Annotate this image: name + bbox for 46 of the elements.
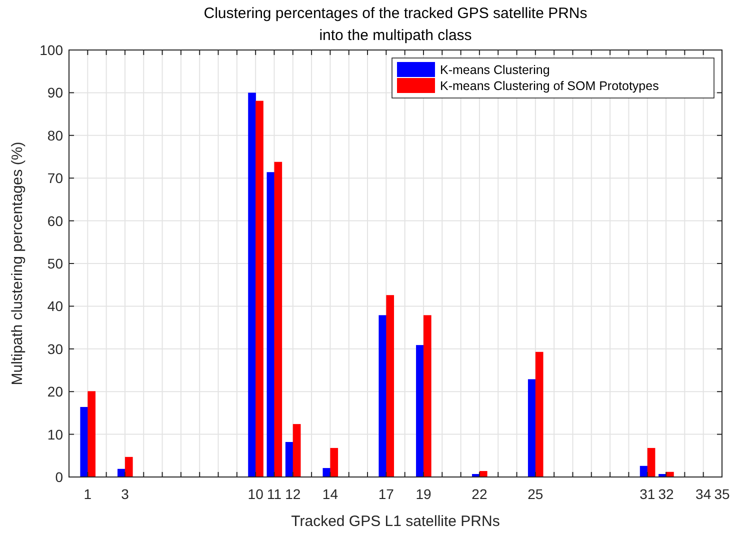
bar [292, 424, 301, 477]
x-tick-label: 17 [378, 486, 394, 502]
bar [378, 315, 387, 477]
bar [285, 442, 294, 477]
y-tick-label: 60 [47, 212, 64, 229]
x-tick-label: 14 [322, 486, 338, 502]
bar [248, 92, 256, 477]
x-tick-label: 35 [714, 486, 730, 502]
bar [330, 448, 338, 477]
bar [124, 456, 133, 477]
x-tick-label: 22 [472, 486, 488, 502]
y-tick-label: 100 [40, 42, 64, 58]
legend-label: K-means Clustering [440, 63, 550, 77]
y-tick-label: 20 [47, 384, 64, 400]
x-tick-label: 11 [266, 486, 282, 502]
y-tick-label: 70 [47, 170, 64, 186]
legend-label: K-means Clustering of SOM Prototypes [440, 79, 659, 93]
bar [423, 315, 432, 477]
y-tick-label: 40 [47, 298, 64, 314]
bar [535, 352, 544, 477]
y-axis-title: Multipath clustering percentages (%) [9, 142, 26, 386]
bar [88, 391, 96, 477]
x-tick-label: 19 [416, 486, 432, 502]
bar [528, 379, 536, 477]
x-tick-label: 32 [658, 486, 674, 502]
y-tick-label: 80 [47, 127, 64, 144]
bar [416, 345, 424, 477]
y-tick-label: 0 [55, 469, 64, 485]
y-tick-label: 50 [47, 256, 64, 272]
bar [80, 406, 88, 477]
x-tick-label: 10 [248, 486, 264, 502]
x-tick-label: 3 [121, 486, 130, 502]
x-tick-label: 1 [84, 486, 92, 502]
x-tick-label: 34 [696, 486, 712, 502]
bar [256, 100, 264, 477]
bar [647, 448, 656, 477]
x-tick-label: 25 [528, 486, 544, 502]
x-axis-title: Tracked GPS L1 satellite PRNs [291, 513, 500, 530]
x-tick-label: 31 [640, 486, 656, 502]
x-tick-label: 12 [285, 486, 301, 502]
y-tick-label: 10 [47, 426, 64, 442]
chart-title: Clustering percentages of the tracked GPS satellite PRNs into the multipath class [204, 5, 588, 44]
y-tick-label: 90 [47, 84, 64, 101]
bar [274, 162, 282, 477]
bar [386, 295, 394, 477]
y-tick-label: 30 [47, 340, 64, 357]
